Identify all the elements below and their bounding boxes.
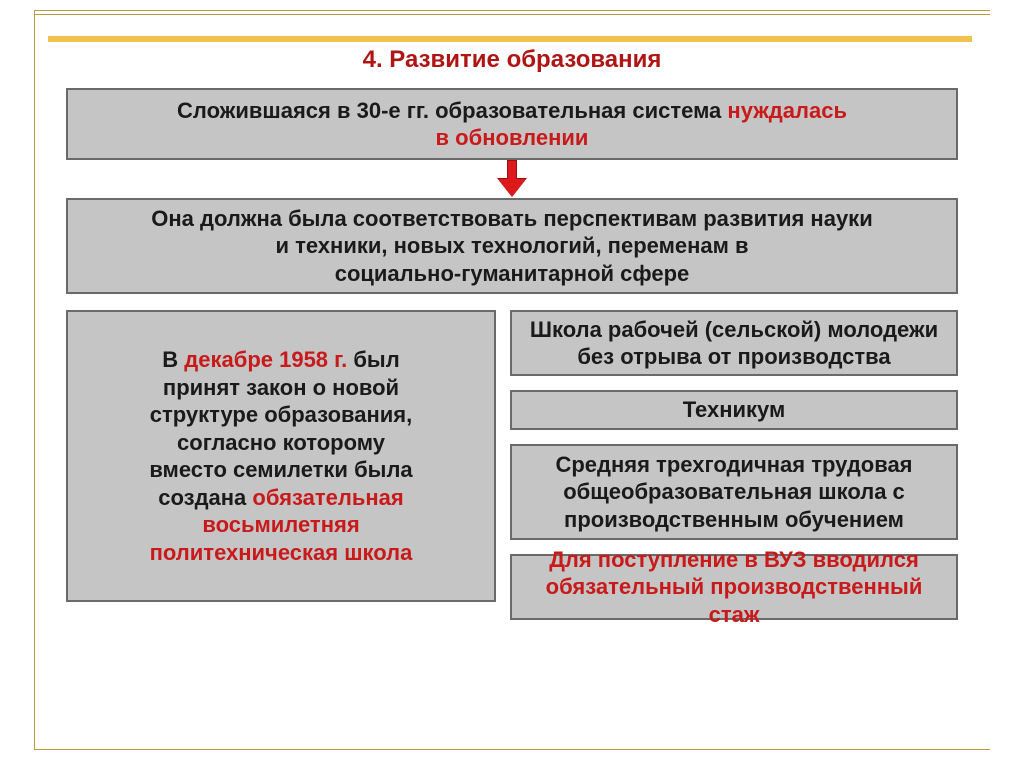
box-law-1958: В декабре 1958 г. был принят закон о нов…	[66, 310, 496, 602]
text-line: без отрыва от производства	[577, 343, 890, 371]
arrow-head	[498, 179, 526, 197]
arrow-stem	[507, 160, 517, 180]
slide-title: 4. Развитие образования	[0, 46, 1024, 74]
text-line: социально-гуманитарной сфере	[335, 260, 690, 288]
text-line: структуре образования,	[150, 401, 413, 429]
box-intro: Сложившаяся в 30-е гг. образовательная с…	[66, 88, 958, 160]
text-line: согласно которому	[177, 429, 385, 457]
text-line: производственным обучением	[564, 506, 904, 534]
text-line: Школа рабочей (сельской) молодежи	[530, 316, 938, 344]
text-line: Она должна была соответствовать перспект…	[151, 205, 872, 233]
highlight-span: нуждалась	[727, 98, 847, 123]
box-technicum: Техникум	[510, 390, 958, 430]
box-secondary-school: Средняя трехгодичная трудовая общеобразо…	[510, 444, 958, 540]
text-line: Сложившаяся в 30-е гг. образовательная с…	[177, 97, 847, 125]
text-line: принят закон о новой	[163, 374, 399, 402]
text-line: Техникум	[683, 396, 786, 424]
text-line: и техники, новых технологий, переменам в	[275, 232, 748, 260]
arrow-down	[498, 160, 526, 198]
highlight-span: декабре 1958 г.	[184, 347, 347, 372]
text-line: общеобразовательная школа с	[563, 478, 905, 506]
box-school-workers: Школа рабочей (сельской) молодежи без от…	[510, 310, 958, 376]
highlight-line: восьмилетняя	[202, 511, 359, 539]
text-span: В	[162, 347, 184, 372]
highlight-line: в обновлении	[436, 124, 589, 152]
accent-bar	[48, 36, 972, 42]
box-context: Она должна была соответствовать перспект…	[66, 198, 958, 294]
text-line: В декабре 1958 г. был	[162, 346, 399, 374]
highlight-span: обязательная	[252, 485, 403, 510]
highlight-line: обязательный производственный стаж	[522, 573, 946, 628]
box-university-requirement: Для поступление в ВУЗ вводился обязатель…	[510, 554, 958, 620]
text-line: вместо семилетки была	[149, 456, 412, 484]
text-span: был	[347, 347, 399, 372]
text-span: создана	[158, 485, 252, 510]
text-span: Сложившаяся в 30-е гг. образовательная с…	[177, 98, 727, 123]
highlight-line: Для поступление в ВУЗ вводился	[549, 546, 919, 574]
text-line: Средняя трехгодичная трудовая	[555, 451, 912, 479]
text-line: создана обязательная	[158, 484, 403, 512]
highlight-line: политехническая школа	[150, 539, 413, 567]
